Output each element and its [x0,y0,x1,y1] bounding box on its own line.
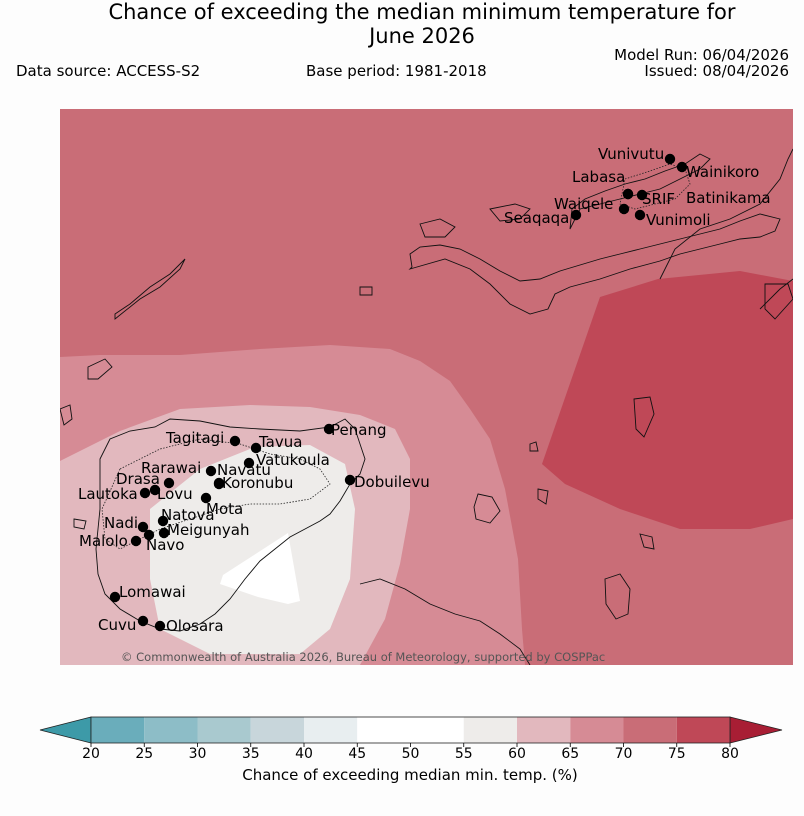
colorbar-tick-label: 20 [82,746,100,762]
map-title: Chance of exceeding the median minimum t… [0,0,804,48]
station-marker-lovu [163,477,175,489]
station-label-dobuilevu: Dobuilevu [354,473,430,491]
station-marker-vunimoli [634,209,646,221]
station-marker-drasa [149,484,161,496]
issued-date: Issued: 08/04/2026 [644,62,789,80]
station-label-cuvu: Cuvu [98,616,136,634]
station-marker-koronubu [213,478,225,490]
station-label-batinikama: Batinikama [686,189,771,207]
station-marker-malolo [130,535,142,547]
station-marker-cuvu [137,615,149,627]
station-marker-lautoka [139,487,151,499]
station-label-nadi: Nadi [104,514,138,532]
station-marker-penang [323,423,335,435]
colorbar-segment [197,717,251,743]
colorbar-tick-label: 25 [135,746,153,762]
colorbar-segment [517,717,571,743]
station-label-navo: Navo [146,536,184,554]
station-label-mota: Mota [206,500,243,518]
data-source: Data source: ACCESS-S2 [16,62,201,80]
station-markers: Vunivutu Wainikoro Labasa SRIF Batinikama Wai… [78,145,771,635]
colorbar-segment [357,717,411,743]
station-marker-tavua [250,442,262,454]
station-marker-navo [143,529,155,541]
colorbar-tick-label: 65 [561,746,579,762]
district-boundaries [101,163,691,550]
station-marker-waiqele [618,203,630,215]
colorbar-tick-label: 35 [242,746,260,762]
colorbar-tick-label: 30 [189,746,207,762]
colorbar-tick-label: 60 [508,746,526,762]
station-marker-seaqaqa [570,209,582,221]
station-marker-mota [200,492,212,504]
station-label-vatukoula: Vatukoula [256,451,330,469]
station-label-vunivutu: Vunivutu [598,145,664,163]
colorbar-segment [250,717,304,743]
colorbar-segment [410,717,464,743]
colorbar-tick-label: 50 [402,746,420,762]
colorbar-segment [676,717,730,743]
station-label-rarawai: Rarawai [141,459,201,477]
colorbar-segment [304,717,358,743]
station-label-labasa: Labasa [572,168,625,186]
station-label-wainikoro: Wainikoro [686,163,759,181]
colorbar-tick-label: 70 [615,746,633,762]
station-label-malolo: Malolo [79,532,128,550]
colorbar: 20 25 30 35 40 45 50 55 60 65 70 75 80 [39,716,783,762]
colorbar-tick-label: 45 [348,746,366,762]
colorbar-segment [144,717,198,743]
station-label-natova: Natova [161,506,215,524]
station-label-tagitagi: Tagitagi [165,429,224,447]
colorbar-segment [623,717,677,743]
title-line-1: Chance of exceeding the median minimum t… [108,0,736,24]
station-label-navatu: Navatu [217,461,271,479]
station-label-lovu: Lovu [157,485,193,503]
station-label-seaqaqa: Seaqaqa [504,209,569,227]
station-marker-srif [622,188,634,200]
copyright-notice: © Commonwealth of Australia 2026, Bureau… [121,650,605,664]
station-marker-meigunyah [158,527,170,539]
colorbar-tick-label: 80 [721,746,739,762]
colorbar-segment [91,717,145,743]
station-label-lautoka: Lautoka [78,485,138,503]
station-label-lomawai: Lomawai [119,583,186,601]
probability-map: Vunivutu Wainikoro Labasa SRIF Batinikama Wai… [60,109,793,665]
station-marker-tagitagi [229,435,241,447]
station-label-tavua: Tavua [258,433,302,451]
contour-75-80 [542,271,793,529]
colorbar-extend-high [729,716,783,744]
model-run: Model Run: 06/04/2026 [614,46,789,64]
station-label-waiqele: Waiqele [554,195,613,213]
station-marker-nadi [137,521,149,533]
station-marker-natova [157,515,169,527]
colorbar-extend-low [39,716,92,744]
station-marker-olosara [154,620,166,632]
station-label-drasa: Drasa [116,470,160,488]
colorbar-tick-label: 75 [668,746,686,762]
station-marker-vunivutu [664,153,676,165]
station-marker-lomawai [109,591,121,603]
station-marker-vatukoula [243,457,255,469]
colorbar-segment [570,717,624,743]
station-label-olosara: Olosara [166,617,224,635]
colorbar-label: Chance of exceeding median min. temp. (%… [242,766,578,784]
station-marker-rarawai [205,465,217,477]
base-period: Base period: 1981-2018 [306,62,487,80]
station-label-srif: SRIF [642,190,675,208]
colorbar-segment [463,717,517,743]
station-label-meigunyah: Meigunyah [167,521,249,539]
colorbar-tick-label: 55 [455,746,473,762]
station-marker-wainikoro [676,161,688,173]
title-line-2: June 2026 [369,24,475,48]
coastlines [60,148,793,665]
station-label-penang: Penang [331,421,386,439]
station-marker-dobuilevu [344,474,356,486]
colorbar-tick-label: 40 [295,746,313,762]
station-marker-batinikama [636,189,648,201]
station-label-vunimoli: Vunimoli [646,211,711,229]
station-label-koronubu: Koronubu [222,474,293,492]
